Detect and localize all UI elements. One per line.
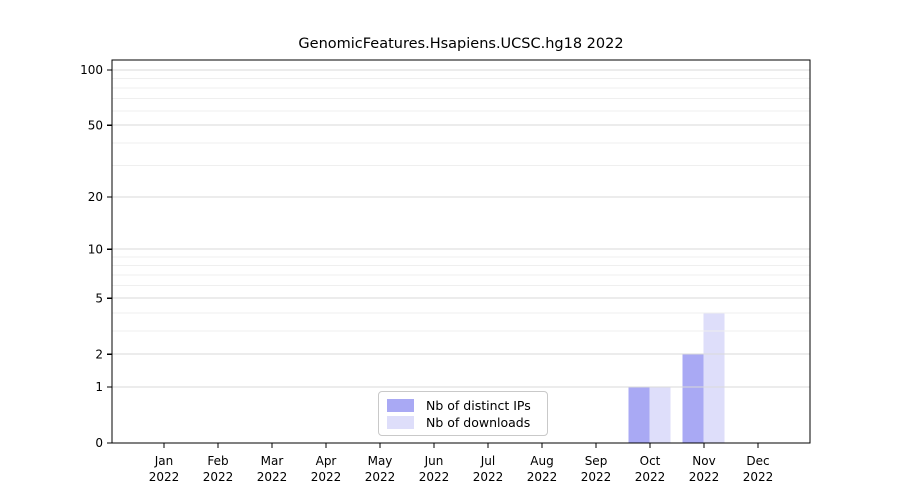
plot-frame bbox=[111, 59, 811, 444]
x-tick-label-month: Aug bbox=[530, 454, 553, 468]
x-tick-label-year: 2022 bbox=[473, 470, 504, 484]
y-tick-label: 10 bbox=[88, 242, 103, 256]
y-tick-label: 100 bbox=[80, 63, 103, 77]
x-tick-label-year: 2022 bbox=[689, 470, 720, 484]
x-tick-label-month: Sep bbox=[585, 454, 608, 468]
axis-labels: 0 1 2 5 10 20 50 100 Jan 2022 Feb 2022 Mar 2022 Apr 202… bbox=[80, 63, 773, 484]
x-tick-label-year: 2022 bbox=[581, 470, 612, 484]
gridlines-minor bbox=[112, 77, 810, 332]
legend-item-downloads: Nb of downloads bbox=[387, 415, 539, 430]
bar-distinct-ips-oct bbox=[628, 386, 650, 443]
x-tick-label-year: 2022 bbox=[635, 470, 666, 484]
x-tick-label-month: May bbox=[368, 454, 393, 468]
x-tick-label-year: 2022 bbox=[365, 470, 396, 484]
x-tick-label-month: Jun bbox=[424, 454, 444, 468]
x-tick-label-year: 2022 bbox=[203, 470, 234, 484]
x-tick-label-month: Jan bbox=[154, 454, 174, 468]
x-tick-label-month: Apr bbox=[316, 454, 337, 468]
x-tick-label-month: Dec bbox=[746, 454, 769, 468]
x-tick-label-month: Jul bbox=[480, 454, 495, 468]
gridlines-major bbox=[112, 69, 810, 388]
legend-label-downloads: Nb of downloads bbox=[426, 415, 531, 430]
x-tick-label-year: 2022 bbox=[257, 470, 288, 484]
legend-swatch-downloads bbox=[387, 416, 414, 429]
x-tick-label-year: 2022 bbox=[419, 470, 450, 484]
x-tick-label-year: 2022 bbox=[743, 470, 774, 484]
x-tick-label-year: 2022 bbox=[149, 470, 180, 484]
x-tick-label-month: Nov bbox=[692, 454, 715, 468]
y-tick-label: 1 bbox=[95, 380, 103, 394]
y-tick-label: 50 bbox=[88, 118, 103, 132]
legend: Nb of distinct IPs Nb of downloads bbox=[378, 391, 548, 436]
bar-downloads-nov bbox=[703, 312, 725, 443]
y-tick-label: 5 bbox=[95, 291, 103, 305]
legend-swatch-distinct-ips bbox=[387, 399, 414, 412]
legend-item-distinct-ips: Nb of distinct IPs bbox=[387, 398, 539, 413]
bars bbox=[628, 312, 725, 443]
y-tick-label: 20 bbox=[88, 190, 103, 204]
legend-label-distinct-ips: Nb of distinct IPs bbox=[426, 398, 531, 413]
chart-title: GenomicFeatures.Hsapiens.UCSC.hg18 2022 bbox=[298, 36, 624, 52]
plot-border bbox=[111, 59, 811, 444]
x-tick-label-month: Feb bbox=[207, 454, 228, 468]
y-tick-label: 0 bbox=[95, 436, 103, 450]
bar-downloads-oct bbox=[649, 386, 671, 443]
x-tick-label-month: Oct bbox=[640, 454, 661, 468]
x-tick-label-year: 2022 bbox=[311, 470, 342, 484]
y-tick-label: 2 bbox=[95, 347, 103, 361]
x-tick-label-month: Mar bbox=[261, 454, 284, 468]
bar-distinct-ips-nov bbox=[682, 354, 704, 443]
x-tick-label-year: 2022 bbox=[527, 470, 558, 484]
axis-ticks bbox=[107, 69, 759, 448]
